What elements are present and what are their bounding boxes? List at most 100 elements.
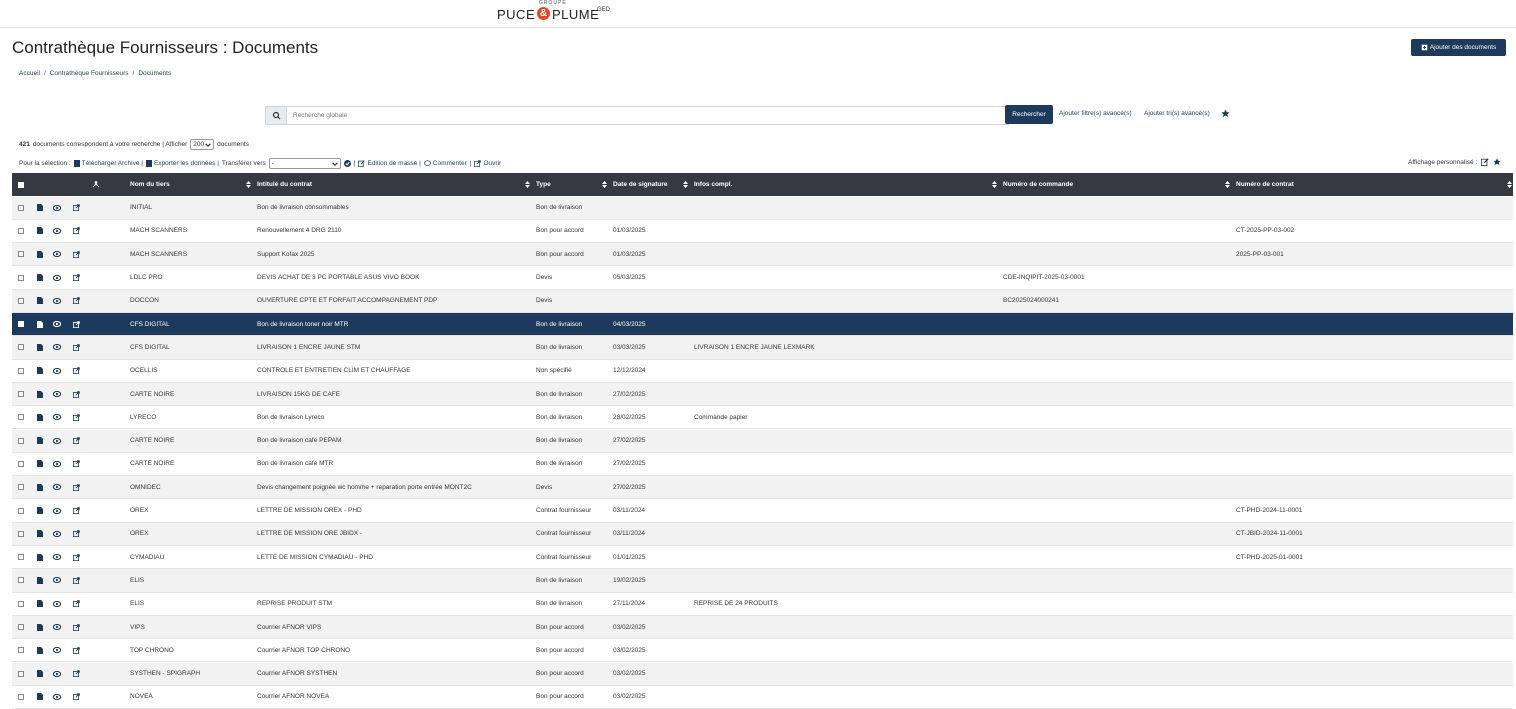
- file-icon[interactable]: [37, 569, 43, 591]
- row-checkbox[interactable]: [18, 639, 24, 661]
- row-checkbox[interactable]: [18, 663, 24, 685]
- view-icon[interactable]: [53, 336, 61, 358]
- view-icon[interactable]: [53, 290, 61, 312]
- file-icon[interactable]: [37, 243, 43, 265]
- row-checkbox[interactable]: [18, 336, 24, 358]
- download-archive[interactable]: Télécharger Archive |: [73, 160, 143, 167]
- custom-view-edit[interactable]: [1481, 158, 1489, 166]
- file-icon[interactable]: [37, 197, 43, 219]
- file-icon[interactable]: [37, 220, 43, 242]
- sort-icon[interactable]: [525, 173, 530, 196]
- search-button[interactable]: Rechercher: [1005, 105, 1053, 124]
- sort-icon[interactable]: [992, 173, 997, 196]
- view-icon[interactable]: [53, 360, 61, 382]
- table-row[interactable]: OCELLIS CONTROLE ET ENTRETIEN CLIM ET CHA…: [12, 360, 1513, 383]
- table-row[interactable]: OMNIDEC Devis changement poignée wc homme…: [12, 476, 1513, 500]
- row-checkbox[interactable]: [18, 406, 24, 428]
- open-icon[interactable]: [73, 616, 80, 638]
- file-icon[interactable]: [37, 639, 43, 661]
- row-checkbox[interactable]: [18, 220, 24, 242]
- row-checkbox[interactable]: [18, 360, 24, 382]
- row-checkbox[interactable]: [18, 499, 24, 521]
- export-data[interactable]: Exporter les données |: [145, 160, 219, 167]
- file-icon[interactable]: [37, 686, 43, 708]
- column-header[interactable]: Infos compl.: [694, 181, 733, 188]
- table-row[interactable]: NOVEA Courrier AFNOR NOVEA Bon pour accord…: [12, 686, 1513, 709]
- row-checkbox[interactable]: [18, 430, 24, 452]
- column-header[interactable]: Numéro de commande: [1003, 181, 1074, 188]
- open[interactable]: Ouvrir: [474, 160, 501, 167]
- open-icon[interactable]: [73, 663, 80, 685]
- breadcrumb-item[interactable]: Contrathèque Fournisseurs: [49, 70, 129, 77]
- file-icon[interactable]: [37, 313, 43, 335]
- file-icon[interactable]: [37, 663, 43, 685]
- table-row[interactable]: CARTE NOIRE LIVRAISON 15KG DE CAFE Bon de …: [12, 382, 1513, 407]
- open-icon[interactable]: [73, 266, 80, 288]
- custom-view-star[interactable]: [1493, 158, 1501, 166]
- file-icon[interactable]: [37, 453, 43, 475]
- view-icon[interactable]: [53, 593, 61, 615]
- table-row[interactable]: CARTE NOIRE Bon de livraison café MTR Bon …: [12, 453, 1513, 477]
- table-row[interactable]: MACH SCANNERS Renouvellement 4 DRG 2110 Bo…: [12, 220, 1513, 244]
- open-icon[interactable]: [73, 499, 80, 521]
- open-icon[interactable]: [73, 406, 80, 428]
- file-icon[interactable]: [37, 523, 43, 545]
- table-row[interactable]: SYSTHEN - SPIGRAPH Courrier AFNOR SYSTHEN…: [12, 662, 1513, 686]
- table-row[interactable]: CFS DIGITAL LIVRAISON 1 ENCRE JAUNE STM Bo…: [12, 336, 1513, 360]
- view-icon[interactable]: [53, 523, 61, 545]
- view-icon[interactable]: [53, 383, 61, 405]
- view-icon[interactable]: [53, 616, 61, 638]
- view-icon[interactable]: [53, 406, 61, 428]
- open-icon[interactable]: [73, 523, 80, 545]
- column-header[interactable]: Numéro de contrat: [1236, 181, 1294, 188]
- open-icon[interactable]: [73, 430, 80, 452]
- advanced-sort-link[interactable]: Ajouter tri(s) avancé(s): [1144, 110, 1210, 117]
- row-checkbox[interactable]: [18, 290, 24, 312]
- view-icon[interactable]: [53, 569, 61, 591]
- view-icon[interactable]: [53, 220, 61, 242]
- table-row[interactable]: TOP CHRONO Courrier AFNOR TOP CHRONO Bon p…: [12, 639, 1513, 663]
- open-icon[interactable]: [73, 569, 80, 591]
- row-checkbox[interactable]: [18, 266, 24, 288]
- view-icon[interactable]: [53, 243, 61, 265]
- row-checkbox[interactable]: [18, 616, 24, 638]
- file-icon[interactable]: [37, 406, 43, 428]
- open-icon[interactable]: [73, 686, 80, 708]
- view-icon[interactable]: [53, 313, 61, 335]
- sort-icon[interactable]: [683, 173, 688, 196]
- column-header[interactable]: Type: [536, 181, 551, 188]
- view-icon[interactable]: [53, 639, 61, 661]
- view-icon[interactable]: [53, 453, 61, 475]
- select-all[interactable]: [18, 173, 24, 196]
- table-row[interactable]: ELIS REPRISE PRODUIT STM Bon de livraison 2…: [12, 593, 1513, 616]
- file-icon[interactable]: [37, 546, 43, 568]
- view-icon[interactable]: [53, 476, 61, 498]
- row-checkbox[interactable]: [18, 546, 24, 568]
- open-icon[interactable]: [73, 197, 80, 219]
- table-row[interactable]: VIPS Courrier AFNOR VIPS Bon pour accord 03…: [12, 615, 1513, 640]
- open-icon[interactable]: [73, 546, 80, 568]
- column-header[interactable]: Date de signature: [613, 181, 668, 188]
- column-header[interactable]: Nom du tiers: [130, 181, 170, 188]
- transfer-confirm[interactable]: [343, 160, 351, 167]
- row-checkbox[interactable]: [18, 523, 24, 545]
- sort-icon[interactable]: [602, 173, 607, 196]
- table-row[interactable]: CARTE NOIRE Bon de livraison café PEPAM Bo…: [12, 429, 1513, 453]
- table-row[interactable]: CYMADIAU LETTE DE MISSION CYMADIAU - PHD C…: [12, 546, 1513, 570]
- table-row[interactable]: LDLC PRO DEVIS ACHAT DE 3 PC PORTABLE ASU…: [12, 266, 1513, 290]
- row-checkbox[interactable]: [18, 569, 24, 591]
- table-row[interactable]: MACH SCANNERS Support Kofax 2025 Bon pour …: [12, 243, 1513, 267]
- column-header[interactable]: Intitulé du contrat: [257, 181, 312, 188]
- view-icon[interactable]: [53, 686, 61, 708]
- table-row[interactable]: CFS DIGITAL Bon de livraison toner noir M…: [12, 313, 1513, 337]
- view-icon[interactable]: [53, 266, 61, 288]
- file-icon[interactable]: [37, 290, 43, 312]
- view-icon[interactable]: [53, 546, 61, 568]
- row-checkbox[interactable]: [18, 243, 24, 265]
- table-row[interactable]: DOCCON OUVERTURE CPTE ET FORFAIT ACCOMPAG…: [12, 289, 1513, 313]
- page-size-select[interactable]: 200: [190, 139, 215, 150]
- mass-edit[interactable]: Edition de masse |: [358, 160, 421, 167]
- view-icon[interactable]: [53, 499, 61, 521]
- favorite-icon[interactable]: [1221, 109, 1230, 118]
- file-icon[interactable]: [37, 266, 43, 288]
